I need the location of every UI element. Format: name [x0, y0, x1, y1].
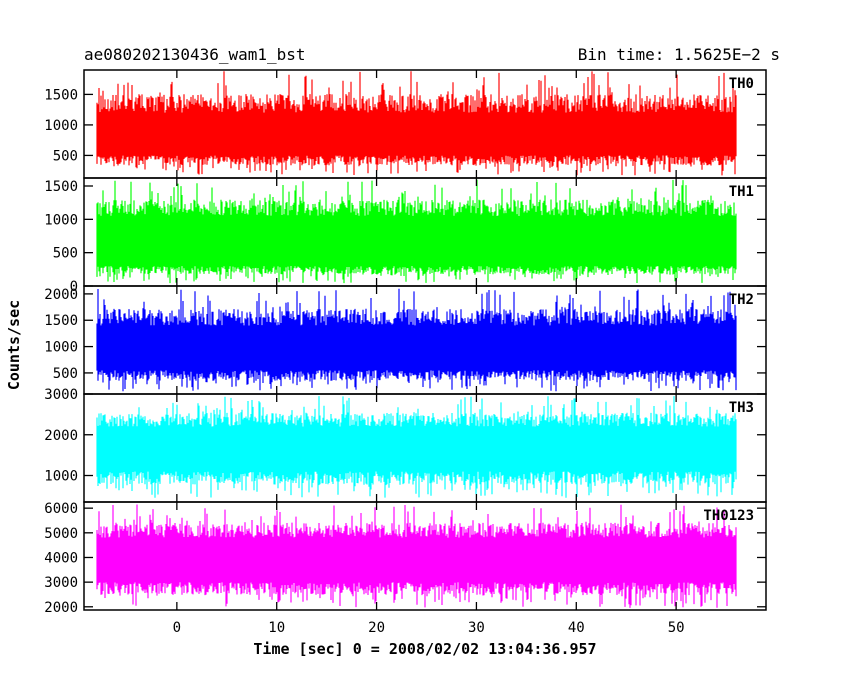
y-tick-label-th1: 1500: [44, 179, 78, 195]
panel-label-th0: TH0: [729, 76, 754, 92]
x-axis-label: Time [sec] 0 = 2008/02/02 13:04:36.957: [253, 640, 596, 658]
chart-title: ae080202130436_wam1_bst: [84, 45, 306, 64]
y-tick-label-th0: 500: [53, 148, 78, 164]
series-core-th0: [96, 112, 737, 156]
panel-label-th2: TH2: [729, 292, 754, 308]
panel-th0123: 2000 3000 4000 5000 6000 TH0123: [44, 501, 767, 616]
y-tick-label-th3: 3000: [44, 387, 78, 403]
panels-group: 500 1000 1500 TH0 0 500 1000 1500 TH1 500 1000 1500…: [44, 69, 767, 616]
y-tick-label-th2: 1000: [44, 340, 78, 356]
series-core-th2: [96, 325, 737, 371]
series-core-th1: [96, 216, 737, 266]
x-tick-label: 40: [568, 620, 585, 636]
y-tick-label-th2: 500: [53, 366, 78, 382]
panel-th0: 500 1000 1500 TH0: [44, 69, 767, 179]
y-tick-label-th0123: 5000: [44, 526, 78, 542]
y-tick-label-th0123: 6000: [44, 501, 78, 517]
panel-label-th0123: TH0123: [703, 508, 754, 524]
y-tick-label-th3: 2000: [44, 428, 78, 444]
y-tick-label-th2: 2000: [44, 287, 78, 303]
x-axis-ticks: 0 10 20 30 40 50: [173, 620, 685, 636]
x-tick-label: 30: [468, 620, 485, 636]
x-tick-label: 50: [668, 620, 685, 636]
y-tick-label-th0123: 2000: [44, 600, 78, 616]
series-core-th0123: [96, 537, 737, 583]
panel-label-th1: TH1: [729, 184, 754, 200]
x-tick-label: 20: [368, 620, 385, 636]
x-tick-label: 10: [268, 620, 285, 636]
y-tick-label-th0: 1500: [44, 87, 78, 103]
x-tick-label: 0: [173, 620, 181, 636]
y-tick-label-th0123: 3000: [44, 575, 78, 591]
panel-th1: 0 500 1000 1500 TH1: [44, 177, 767, 295]
y-tick-label-th1: 0: [70, 279, 78, 295]
series-core-th3: [96, 426, 737, 472]
y-tick-label-th3: 1000: [44, 469, 78, 485]
y-tick-label-th1: 1000: [44, 212, 78, 228]
panel-th2: 500 1000 1500 2000 TH2: [44, 285, 767, 395]
y-tick-label-th1: 500: [53, 246, 78, 262]
bin-time-label: Bin time: 1.5625E−2 s: [578, 45, 780, 64]
y-tick-label-th2: 1500: [44, 313, 78, 329]
y-axis-label: Counts/sec: [5, 300, 23, 390]
y-tick-label-th0: 1000: [44, 118, 78, 134]
panel-label-th3: TH3: [729, 400, 754, 416]
panel-frame-th0123: [83, 501, 767, 611]
panel-th3: 1000 2000 3000 TH3: [44, 387, 767, 503]
y-tick-label-th0123: 4000: [44, 550, 78, 566]
